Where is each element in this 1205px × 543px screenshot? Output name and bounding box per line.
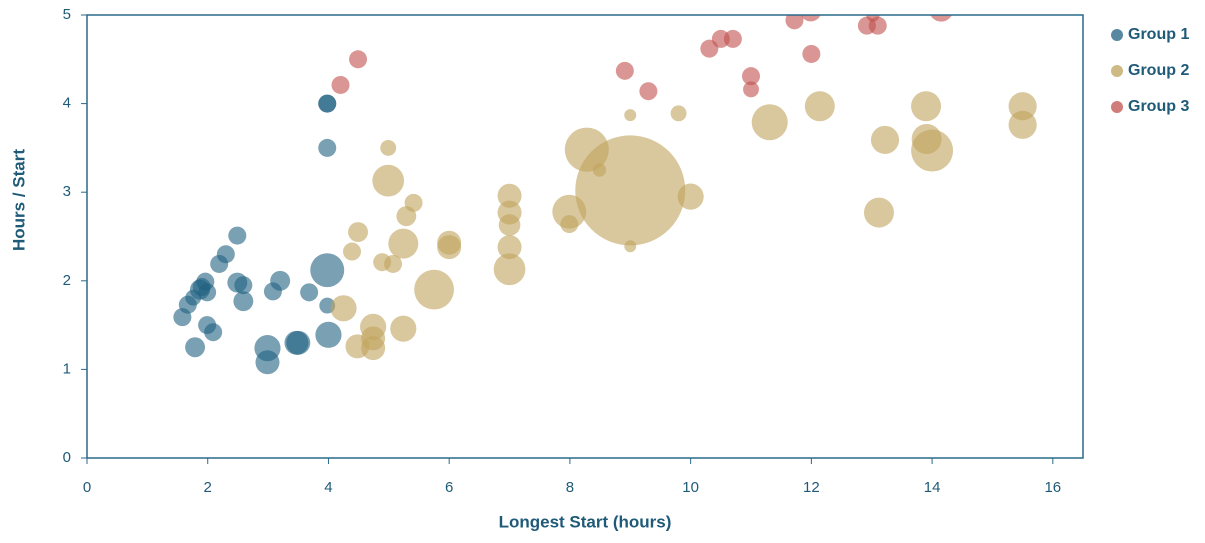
y-tick-label: 1: [63, 360, 71, 377]
bubble: [380, 139, 397, 156]
bubble: [802, 44, 821, 63]
bubble: [560, 215, 579, 234]
bubble: [390, 315, 417, 342]
legend-label: Group 3: [1128, 98, 1189, 115]
bubble: [384, 254, 403, 273]
bubble: [863, 197, 894, 228]
x-tick-label: 10: [682, 479, 699, 496]
bubble: [342, 242, 361, 261]
x-tick-label: 4: [324, 479, 332, 496]
bubble: [670, 105, 687, 122]
bubble: [624, 109, 637, 122]
bubble: [498, 214, 521, 236]
bubble: [497, 235, 522, 260]
x-tick-label: 12: [803, 479, 820, 496]
bubble: [286, 330, 311, 355]
x-axis-title: Longest Start (hours): [499, 512, 672, 531]
bubble: [751, 104, 788, 141]
bubble: [233, 291, 254, 312]
bubble: [315, 321, 342, 348]
x-tick-label: 0: [83, 479, 91, 496]
bubble: [349, 50, 368, 69]
bubble: [615, 61, 634, 80]
bubble: [255, 350, 280, 375]
bubble: [331, 75, 350, 94]
bubble: [624, 240, 637, 253]
bubble: [930, 15, 952, 22]
bubble: [743, 81, 759, 98]
bubble: [300, 283, 319, 302]
y-tick-label: 2: [63, 272, 71, 289]
bubble: [911, 91, 942, 122]
plot-border: [86, 14, 1084, 459]
bubble: [804, 91, 835, 122]
plot-area: [173, 15, 1037, 375]
bubble: [870, 125, 900, 154]
bubble: [911, 129, 954, 172]
bubble: [388, 228, 419, 259]
bubble: [800, 15, 821, 22]
legend-label: Group 1: [1128, 26, 1189, 43]
bubble: [198, 283, 217, 302]
bubble: [330, 295, 357, 322]
x-tick-label: 6: [445, 479, 453, 496]
bubble: [868, 16, 887, 35]
bubble: [318, 94, 337, 113]
x-tick-label: 2: [204, 479, 212, 496]
bubble: [228, 226, 247, 245]
bubble: [361, 336, 386, 361]
bubble: [404, 193, 423, 212]
bubble: [493, 253, 526, 286]
bubble: [318, 138, 337, 157]
y-tick-label: 0: [63, 449, 71, 466]
bubble: [723, 29, 742, 48]
bubble: [185, 337, 206, 358]
bubble: [310, 253, 345, 288]
legend-label: Group 2: [1128, 62, 1189, 79]
x-tick-label: 16: [1044, 479, 1061, 496]
x-tick-label: 14: [924, 479, 941, 496]
y-tick-label: 5: [63, 6, 71, 23]
bubble: [742, 67, 760, 86]
x-tick-label: 8: [566, 479, 574, 496]
bubble: [1008, 110, 1037, 139]
y-tick-label: 4: [63, 95, 71, 112]
bubble: [785, 15, 804, 30]
bubble: [234, 276, 253, 295]
bubble: [497, 183, 522, 208]
bubble: [437, 235, 462, 260]
bubble: [348, 222, 368, 243]
bubble: [270, 270, 291, 291]
bubble: [372, 164, 405, 197]
bubble: [216, 245, 235, 264]
bubble: [204, 323, 223, 342]
legend-marker: [1111, 101, 1123, 113]
legend-marker: [1111, 65, 1123, 77]
legend-marker: [1111, 29, 1123, 41]
bubble: [639, 82, 658, 101]
y-axis-title: Hours / Start: [9, 149, 28, 251]
bubble: [414, 269, 454, 310]
bubble: [575, 135, 686, 246]
bubble: [677, 183, 704, 210]
y-tick-label: 3: [63, 183, 71, 200]
